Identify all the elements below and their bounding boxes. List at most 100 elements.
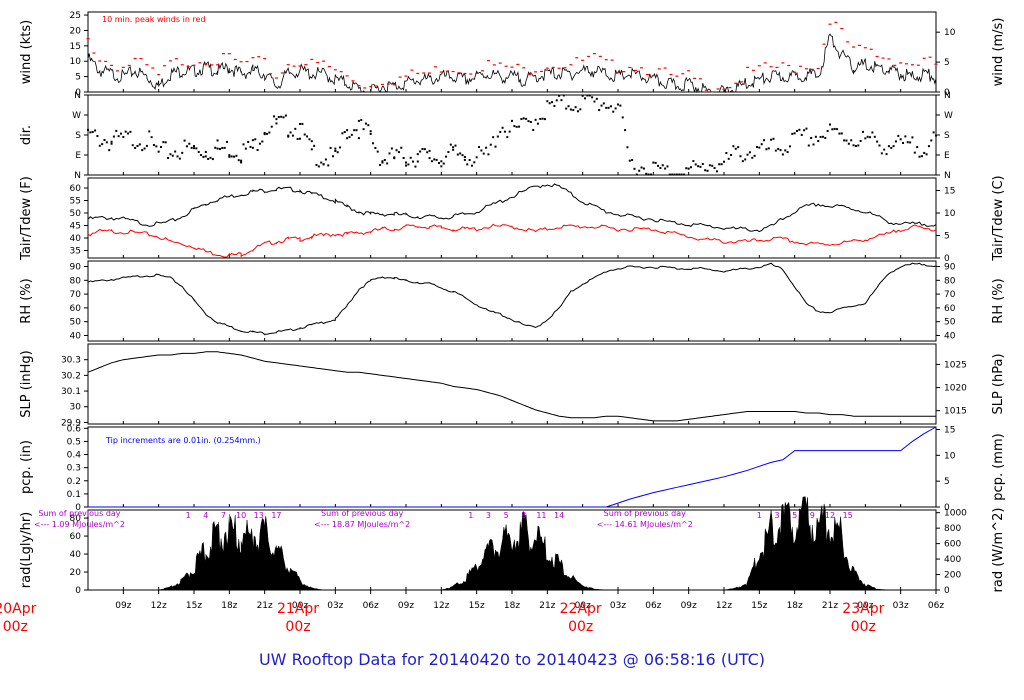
- wind-ylabel-right: wind (m/s): [991, 18, 1006, 87]
- radiation-hour-label: 12: [825, 511, 835, 520]
- direction-point: [595, 97, 598, 100]
- direction-point: [861, 130, 864, 133]
- direction-point: [242, 143, 245, 146]
- radiation-hour-label: 1: [468, 511, 473, 520]
- humidity-ytick-label: 60: [70, 304, 82, 314]
- direction-point: [346, 137, 349, 140]
- pressure-ylabel-right: SLP (hPa): [991, 353, 1006, 414]
- wind-ytick-right-label: 5: [944, 58, 950, 68]
- direction-point: [445, 155, 448, 158]
- direction-point: [452, 146, 455, 149]
- direction-point: [301, 122, 304, 125]
- direction-point: [894, 140, 897, 143]
- direction-point: [871, 131, 874, 134]
- direction-point: [885, 153, 888, 156]
- direction-point: [204, 150, 207, 153]
- direction-point: [433, 158, 436, 161]
- direction-point: [713, 167, 716, 170]
- direction-point: [110, 142, 113, 145]
- humidity-ytick-right-label: 60: [944, 304, 956, 314]
- direction-point: [470, 164, 473, 167]
- direction-point: [748, 151, 751, 154]
- radiation-hour-label: 4: [203, 511, 208, 520]
- direction-point: [694, 163, 697, 166]
- direction-point: [400, 146, 403, 149]
- direction-point: [291, 134, 294, 137]
- direction-ytick-right-label: W: [944, 111, 953, 121]
- direction-point: [857, 144, 860, 147]
- direction-point: [558, 94, 561, 97]
- direction-point: [635, 173, 638, 176]
- direction-point: [645, 172, 648, 175]
- humidity-ytick-label: 40: [70, 331, 82, 341]
- direction-point: [534, 118, 537, 121]
- xaxis-tick-label: 12z: [151, 601, 167, 611]
- direction-ytick-label: N: [74, 171, 81, 181]
- direction-point: [918, 155, 921, 158]
- direction-point: [485, 146, 488, 149]
- direction-point: [541, 117, 544, 120]
- direction-point: [532, 128, 535, 131]
- direction-point: [819, 135, 822, 138]
- radiation-hour-label: 3: [774, 511, 779, 520]
- date-label-day: 20Apr: [0, 601, 37, 617]
- direction-point: [225, 140, 228, 143]
- direction-point: [329, 146, 332, 149]
- pressure-ytick-label: 29.9: [61, 418, 81, 428]
- direction-point: [228, 155, 231, 158]
- direction-point: [765, 148, 768, 151]
- radiation-ytick-label: 0: [75, 586, 81, 596]
- radiation-ytick-right-label: 600: [944, 540, 961, 550]
- direction-point: [228, 154, 231, 157]
- direction-point: [273, 115, 276, 118]
- temperature-ytick-right-label: 0: [944, 254, 950, 264]
- radiation-daysum-line1: Sum of previous day: [604, 509, 686, 518]
- direction-point: [360, 118, 363, 121]
- xaxis-tick-label: 21z: [539, 601, 555, 611]
- direction-point: [621, 116, 624, 119]
- direction-point: [148, 130, 151, 133]
- temperature-ytick-label: 35: [70, 247, 81, 257]
- direction-point: [482, 152, 485, 155]
- direction-point: [600, 104, 603, 107]
- direction-point: [134, 146, 137, 149]
- wind-ytick-label: 10: [70, 57, 82, 67]
- direction-point: [711, 164, 714, 167]
- direction-point: [91, 130, 94, 133]
- direction-point: [708, 164, 711, 167]
- direction-point: [181, 151, 184, 154]
- direction-point: [638, 169, 641, 172]
- direction-point: [723, 160, 725, 163]
- direction-point: [171, 154, 174, 157]
- direction-point: [369, 130, 372, 133]
- direction-point: [913, 151, 916, 154]
- direction-point: [430, 160, 433, 163]
- direction-point: [673, 173, 676, 176]
- radiation-ytick-right-label: 800: [944, 524, 961, 534]
- xaxis-tick-label: 21z: [257, 601, 273, 611]
- wind-ytick-label: 15: [70, 42, 81, 52]
- direction-point: [322, 163, 325, 166]
- direction-point: [383, 159, 386, 162]
- direction-point: [588, 94, 591, 97]
- direction-point: [807, 144, 810, 147]
- direction-point: [185, 145, 188, 148]
- radiation-ytick-label: 40: [70, 550, 82, 560]
- radiation-daysum-line2: <--- 18.87 MJoules/m^2: [314, 520, 410, 529]
- date-label-day: 21Apr: [277, 601, 319, 617]
- direction-point: [741, 160, 744, 163]
- direction-point: [216, 139, 219, 142]
- direction-ytick-label: W: [72, 111, 81, 121]
- direction-ytick-label: N: [74, 91, 81, 101]
- direction-point: [737, 146, 740, 149]
- pressure-series-0: [87, 351, 936, 422]
- direction-point: [214, 146, 217, 149]
- direction-point: [753, 154, 756, 157]
- direction-point: [256, 149, 259, 152]
- direction-point: [916, 146, 919, 149]
- direction-point: [796, 130, 799, 133]
- direction-point: [605, 106, 608, 109]
- xaxis-tick-label: 00z: [575, 601, 591, 611]
- temperature-ytick-right-label: 15: [944, 187, 955, 197]
